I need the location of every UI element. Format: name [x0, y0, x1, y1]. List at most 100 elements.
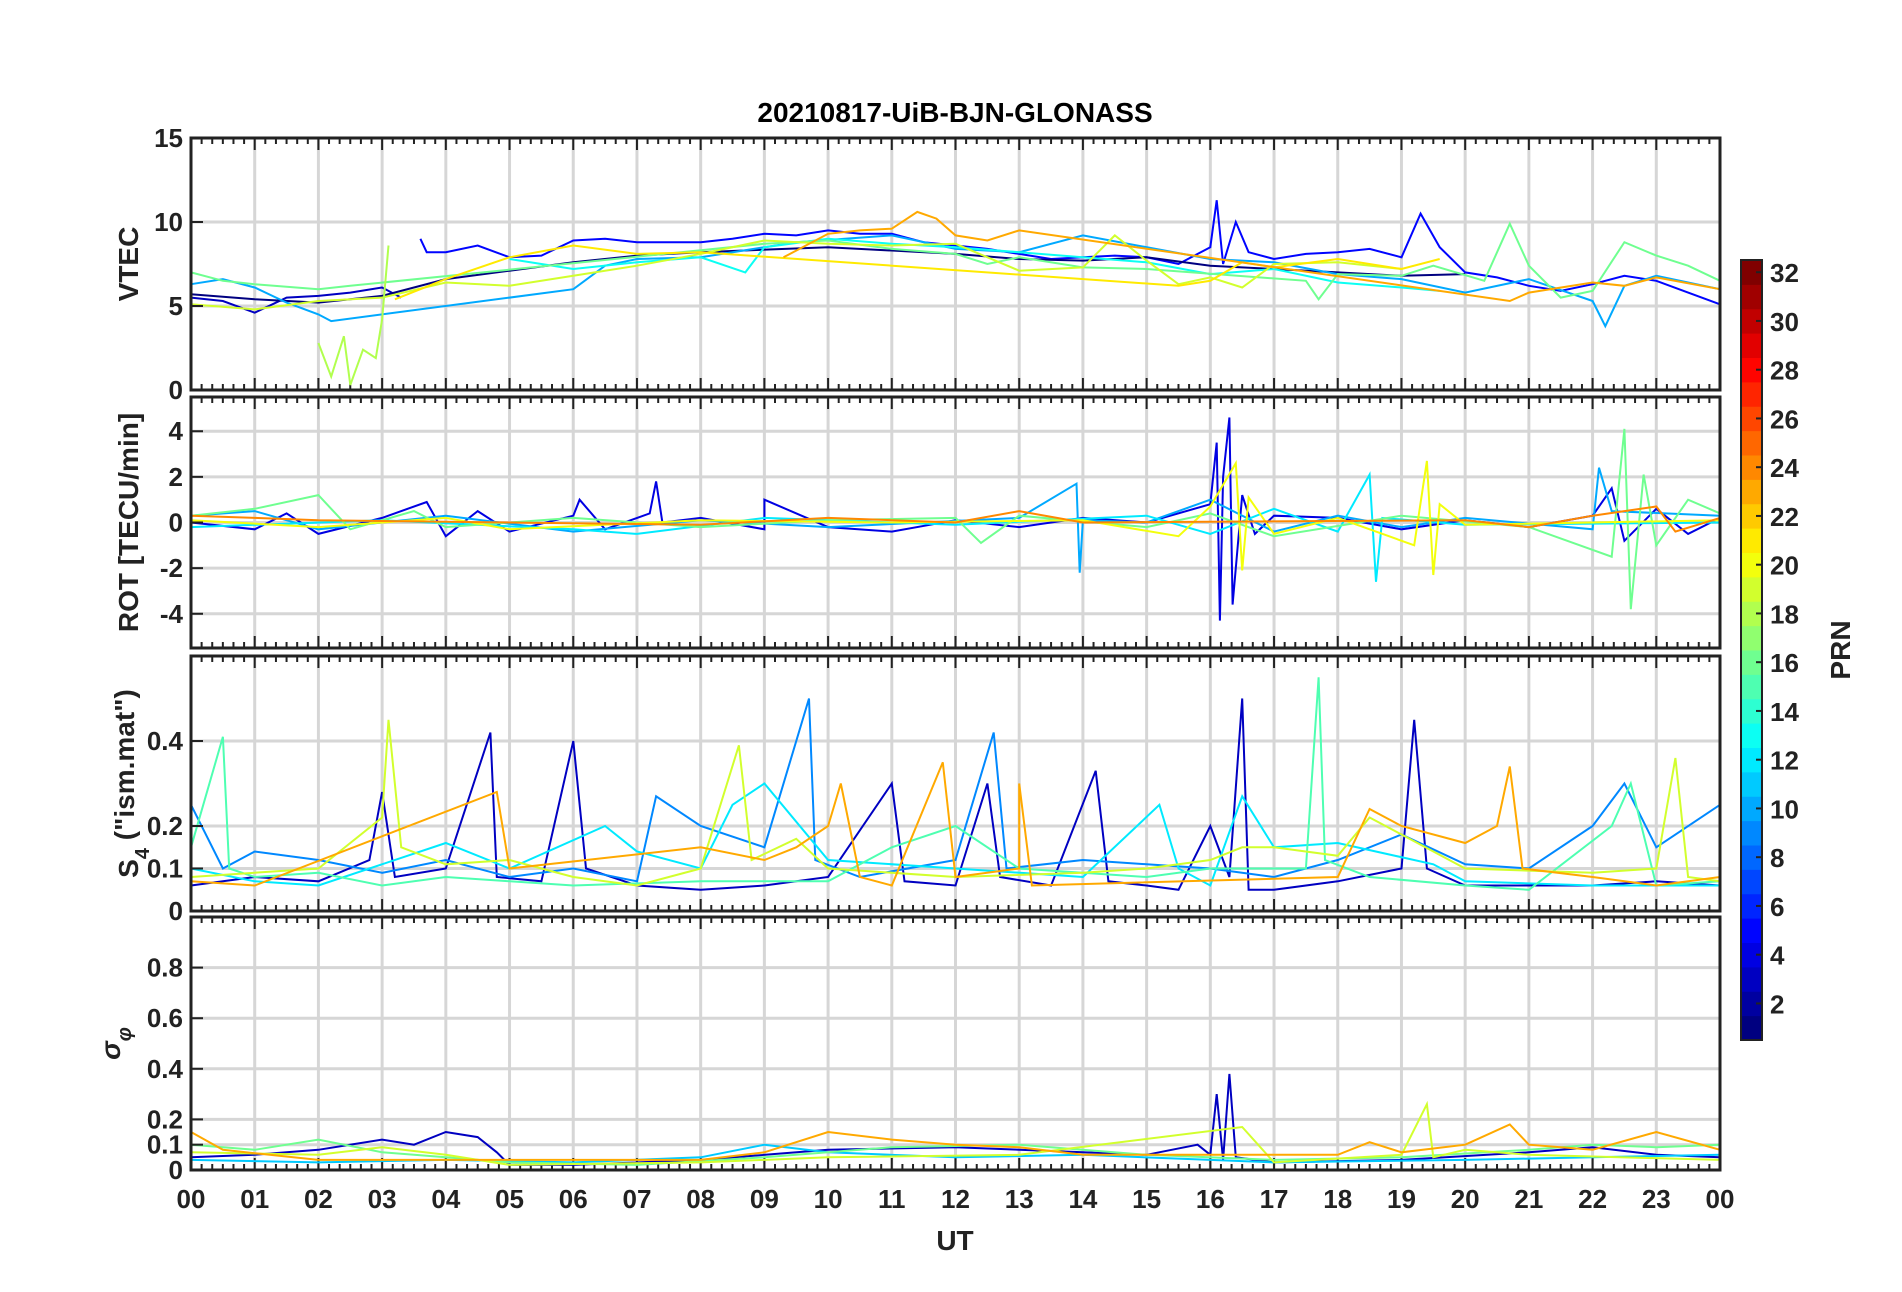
colorbar-tick-label: 8 — [1770, 843, 1784, 873]
series-line-prn-20 — [190, 459, 1721, 576]
x-tick-label: 16 — [1196, 1184, 1225, 1214]
series-line-prn-5 — [419, 200, 1721, 306]
x-tick-label: 21 — [1514, 1184, 1543, 1214]
y-tick-label: 0.6 — [147, 1003, 183, 1033]
colorbar-segment — [1741, 357, 1762, 383]
series-line-prn-13 — [509, 237, 1440, 292]
colorbar-segment — [1741, 747, 1762, 773]
x-tick-label: 15 — [1132, 1184, 1161, 1214]
axes-box — [189, 136, 1722, 392]
x-tick-label: 12 — [941, 1184, 970, 1214]
x-tick-label: 04 — [431, 1184, 460, 1214]
colorbar-segment — [1741, 698, 1762, 724]
y-tick-label: 0.4 — [147, 1054, 184, 1084]
y-tick-label: 5 — [169, 291, 183, 321]
y-tick-label: 15 — [154, 123, 183, 153]
colorbar-frame — [1740, 259, 1763, 1041]
colorbar-segment — [1741, 1015, 1762, 1041]
series-line-prn-18 — [317, 245, 390, 386]
colorbar-tick-label: 24 — [1770, 453, 1799, 483]
colorbar-segment — [1741, 845, 1762, 870]
colorbar-label: PRN — [1825, 620, 1856, 679]
colorbar-tick-label: 12 — [1770, 746, 1799, 776]
colorbar-segment — [1741, 893, 1762, 919]
series-line-prn-12 — [190, 471, 1721, 582]
x-tick-label: 23 — [1642, 1184, 1671, 1214]
colorbar-tick-label: 28 — [1770, 356, 1799, 386]
y-axis-label: ROT [TECU/min] — [113, 413, 144, 632]
colorbar-segment — [1741, 576, 1762, 602]
x-tick-label: 20 — [1451, 1184, 1480, 1214]
y-tick-label: 0 — [169, 375, 183, 405]
series-line-prn-16 — [190, 1138, 1721, 1166]
colorbar-tick-label: 10 — [1770, 794, 1799, 824]
colorbar-tick-label: 4 — [1770, 941, 1785, 971]
colorbar-segment — [1741, 650, 1762, 675]
colorbar-segment — [1741, 308, 1762, 334]
x-tick-label: 01 — [240, 1184, 269, 1214]
y-tick-label: -4 — [160, 599, 184, 629]
colorbar-segment — [1741, 966, 1762, 992]
series-line-prn-23 — [190, 1123, 1721, 1161]
colorbar-tick-label: 20 — [1770, 551, 1799, 581]
series-line-prn-24 — [190, 505, 1721, 533]
chart-title: 20210817-UiB-BJN-GLONASS — [757, 97, 1152, 128]
panel-0: 0 5 10 15 VTEC — [113, 123, 1722, 405]
series-line-prn-19 — [190, 1100, 1721, 1166]
colorbar-tick-label: 16 — [1770, 648, 1799, 678]
x-tick-label: 14 — [1068, 1184, 1097, 1214]
x-tick-label: 05 — [495, 1184, 524, 1214]
series-line-prn-3 — [190, 698, 1721, 891]
x-tick-label: 19 — [1387, 1184, 1416, 1214]
colorbar-segment — [1741, 991, 1762, 1017]
colorbar-segment — [1741, 479, 1762, 505]
x-tick-label: 00 — [177, 1184, 206, 1214]
y-axis-label: VTEC — [113, 227, 144, 302]
x-tick-label: 07 — [622, 1184, 651, 1214]
colorbar-segment — [1741, 381, 1762, 407]
x-tick-label: 11 — [878, 1184, 906, 1214]
colorbar-segment — [1741, 528, 1762, 553]
colorbar-segment — [1741, 333, 1762, 358]
colorbar-segment — [1741, 552, 1762, 578]
x-tick-label: 03 — [368, 1184, 397, 1214]
x-tick-label: 09 — [750, 1184, 779, 1214]
series-line-prn-23 — [190, 761, 1721, 887]
y-axis-label: σφ — [95, 1027, 136, 1060]
colorbar-segment — [1741, 601, 1762, 627]
x-tick-label: 08 — [686, 1184, 715, 1214]
series-line-prn-23 — [783, 210, 1721, 303]
x-axis-label: UT — [936, 1225, 973, 1256]
x-tick-label: 13 — [1005, 1184, 1034, 1214]
colorbar-segment — [1741, 284, 1762, 310]
y-tick-label: 0.4 — [147, 726, 184, 756]
colorbar-tick-label: 6 — [1770, 892, 1784, 922]
y-tick-label: 0.2 — [147, 1104, 183, 1134]
x-tick-label: 10 — [814, 1184, 843, 1214]
y-axis-label: S4 ("ism.mat") — [109, 689, 154, 878]
colorbar-tick-label: 32 — [1770, 258, 1799, 288]
colorbar-tick-label: 18 — [1770, 599, 1799, 629]
y-tick-label: 0 — [169, 1155, 183, 1185]
colorbar-segment — [1741, 942, 1762, 968]
colorbar-segment — [1741, 771, 1762, 797]
x-tick-label: 00 — [1706, 1184, 1735, 1214]
y-tick-label: 0.1 — [147, 854, 183, 884]
colorbar-tick-label: 26 — [1770, 404, 1799, 434]
panel-3: 00.10.2 0.4 0.6 0.8 σφ — [95, 915, 1722, 1185]
y-tick-label: 0 — [169, 508, 183, 538]
y-tick-label: 2 — [169, 462, 183, 492]
colorbar-segment — [1741, 503, 1762, 529]
y-tick-label: 0.8 — [147, 953, 183, 983]
series-line-prn-21 — [394, 244, 1440, 301]
colorbar-segment — [1741, 430, 1762, 456]
x-tick-label: 02 — [304, 1184, 333, 1214]
colorbar-segment — [1741, 918, 1762, 943]
panel-1: -4 -2 0 2 4 ROT [TECU/min] — [113, 395, 1722, 650]
y-tick-label: 4 — [169, 416, 184, 446]
colorbar-tick-label: 30 — [1770, 307, 1799, 337]
colorbar-segment — [1741, 796, 1762, 822]
colorbar-segment — [1741, 625, 1762, 651]
y-tick-label: 10 — [154, 207, 183, 237]
